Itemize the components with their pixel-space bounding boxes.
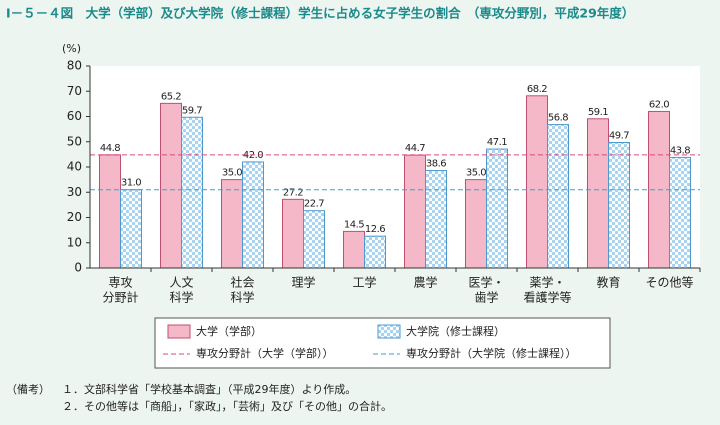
x-tick-label: その他等 <box>645 276 693 290</box>
legend-swatch <box>377 324 401 339</box>
value-label: 14.5 <box>344 219 364 230</box>
y-tick-label: 50 <box>67 134 82 148</box>
note: １．文部科学省「学校基本調査」（平成29年度）より作成。 <box>62 382 356 396</box>
value-label: 42.0 <box>243 150 263 161</box>
bar <box>120 189 142 269</box>
x-tick-label: 工学 <box>352 275 376 290</box>
value-label: 47.1 <box>487 137 507 148</box>
legend-label: 大学院（修士課程） <box>406 324 505 338</box>
bar <box>242 161 264 269</box>
value-label: 59.1 <box>588 107 608 118</box>
y-tick-label: 80 <box>67 59 82 73</box>
bar <box>181 116 203 269</box>
x-tick-label: 理学 <box>291 275 315 290</box>
value-label: 22.7 <box>304 199 324 210</box>
x-tick-label: 教育 <box>596 275 620 290</box>
value-label: 62.0 <box>649 99 669 110</box>
bar <box>587 118 609 269</box>
x-tick-label: 歯学 <box>474 290 498 305</box>
x-tick-label: 医学・ <box>468 275 504 290</box>
bar <box>425 170 447 269</box>
y-tick-label: 60 <box>67 109 82 123</box>
x-tick-label: 科学 <box>230 290 254 305</box>
bar <box>364 235 386 269</box>
value-label: 49.7 <box>609 131 629 142</box>
bar <box>303 210 325 269</box>
x-tick-label: 人文 <box>169 275 193 290</box>
bar <box>547 124 569 269</box>
y-tick-label: 40 <box>67 160 82 174</box>
value-label: 56.8 <box>548 113 568 124</box>
legend-swatch <box>167 324 191 339</box>
bar <box>526 95 548 269</box>
bar <box>669 156 691 269</box>
y-tick-label: 30 <box>67 185 82 199</box>
chart-title: Ⅰ－５－４図 大学（学部）及び大学院（修士課程）学生に占める女子学生の割合 （専… <box>6 6 634 21</box>
bar <box>160 102 182 269</box>
bar <box>282 198 304 269</box>
value-label: 35.0 <box>466 168 486 179</box>
value-label: 38.6 <box>426 159 446 170</box>
value-label: 35.0 <box>222 168 242 179</box>
bar <box>99 154 121 269</box>
value-label: 59.7 <box>182 105 202 116</box>
x-tick-label: 社会 <box>230 275 254 290</box>
x-tick-label: 農学 <box>413 275 437 290</box>
x-tick-label: 薬学・ <box>529 275 565 290</box>
value-label: 65.2 <box>161 91 181 102</box>
y-tick-label: 70 <box>67 84 82 98</box>
value-label: 12.6 <box>365 224 385 235</box>
note: ２．その他等は「商船」，「家政」，「芸術」及び「その他」の合計。 <box>62 399 392 413</box>
bar <box>465 179 487 269</box>
y-tick-label: 10 <box>67 235 82 249</box>
value-label: 43.8 <box>670 145 690 156</box>
bar <box>343 230 365 269</box>
notes-prefix: （備考） <box>6 383 50 396</box>
value-label: 31.0 <box>121 178 141 189</box>
x-tick-label: 専攻 <box>108 276 132 290</box>
legend-label: 専攻分野計（大学院（修士課程）） <box>406 346 577 360</box>
legend-label: 大学（学部） <box>196 324 262 338</box>
value-label: 68.2 <box>527 84 547 95</box>
y-axis-label: (%) <box>62 42 81 55</box>
x-tick-label: 科学 <box>169 290 193 305</box>
value-label: 27.2 <box>283 187 303 198</box>
bar <box>404 154 426 269</box>
y-tick-label: 0 <box>74 261 82 275</box>
x-tick-label: 分野計 <box>102 290 138 305</box>
legend-label: 専攻分野計（大学（学部）） <box>196 346 334 360</box>
y-tick-label: 20 <box>67 210 82 224</box>
bar <box>608 142 630 269</box>
x-tick-label: 看護学等 <box>523 290 571 305</box>
value-label: 44.8 <box>100 143 120 154</box>
value-label: 44.7 <box>405 143 425 154</box>
bar <box>486 148 508 269</box>
bar <box>221 179 243 269</box>
